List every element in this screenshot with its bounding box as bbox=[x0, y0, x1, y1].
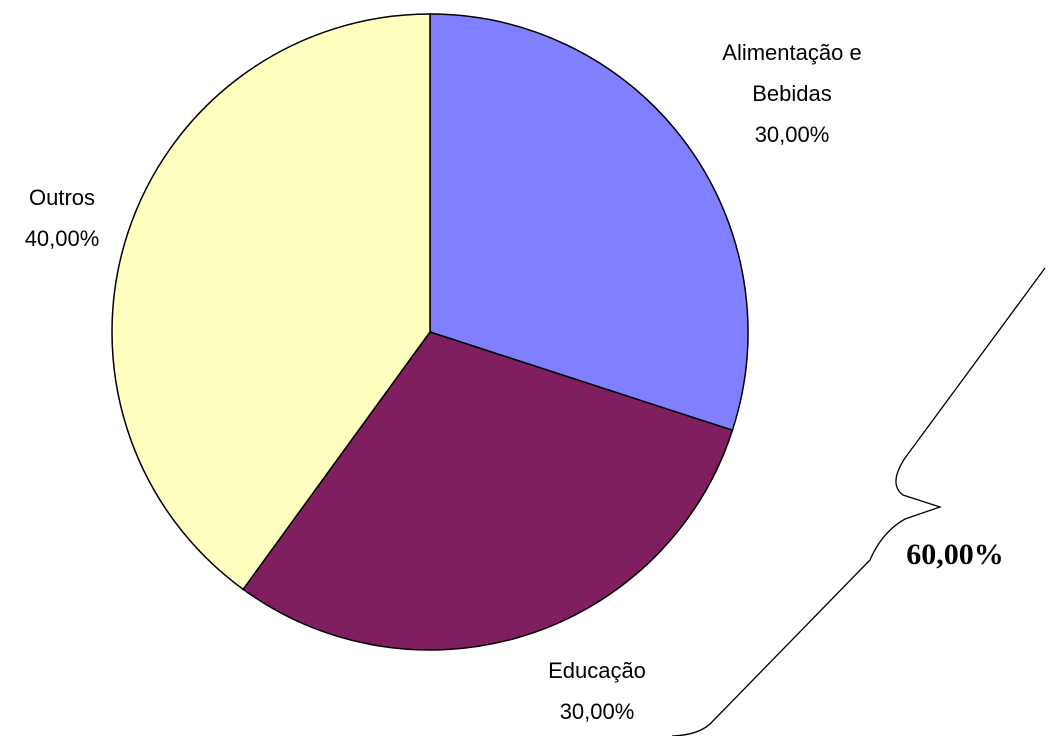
value-label: 30,00% bbox=[559, 699, 635, 724]
slice-label: Outros 40,00% bbox=[7, 177, 117, 259]
value-label: 30,00% bbox=[754, 122, 830, 147]
pie-slice bbox=[111, 13, 431, 591]
slice-label: Alimentação e Bebidas 30,00% bbox=[682, 32, 902, 155]
annotation: 60,00% bbox=[906, 538, 1004, 571]
pie-slice bbox=[242, 331, 734, 651]
brace bbox=[671, 267, 1046, 736]
category-label: Educação bbox=[548, 658, 646, 683]
category-label: Alimentação e Bebidas bbox=[722, 40, 862, 106]
pie-slice bbox=[429, 13, 749, 432]
slice-label: Educação 30,00% bbox=[517, 650, 677, 732]
category-label: Outros bbox=[28, 185, 96, 210]
value-label: 40,00% bbox=[24, 226, 100, 251]
